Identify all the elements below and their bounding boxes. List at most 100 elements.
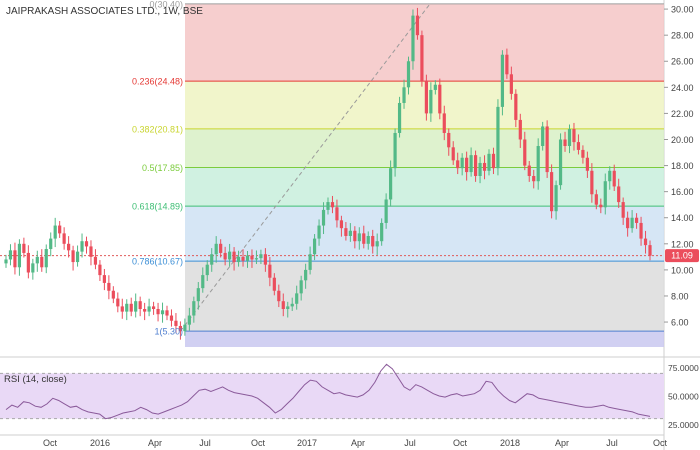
- candle-body: [335, 207, 339, 221]
- price-tick-label: 10.00: [671, 265, 694, 275]
- candle-body: [254, 258, 259, 260]
- candle-body: [196, 288, 200, 302]
- candle-body: [165, 310, 169, 316]
- candle-body: [420, 35, 424, 81]
- fib-band: [185, 261, 664, 332]
- candle-body: [214, 243, 218, 255]
- candle-body: [465, 157, 469, 173]
- candle-body: [648, 245, 652, 256]
- candle-body: [590, 170, 594, 195]
- candle-body: [89, 246, 93, 257]
- candle-body: [330, 202, 335, 208]
- candle-body: [4, 259, 8, 264]
- fib-trend-line[interactable]: [180, 3, 431, 332]
- price-tick-label: 6.00: [671, 318, 689, 328]
- candle-body: [505, 54, 509, 75]
- candle-body: [541, 126, 545, 147]
- candle-body: [107, 282, 111, 291]
- price-tick-label: 22.00: [671, 109, 694, 119]
- price-tick-label: 14.00: [671, 213, 694, 223]
- fib-level-label: 0.382(20.81): [132, 124, 183, 134]
- time-tick-label: Jul: [404, 438, 416, 448]
- time-tick-label: 2018: [500, 438, 520, 448]
- candle-body: [429, 89, 433, 114]
- candle-body: [509, 74, 513, 94]
- candle-body: [626, 217, 630, 229]
- rsi-label: RSI (14, close): [4, 374, 67, 385]
- candle-body: [491, 153, 496, 169]
- candle-body: [201, 275, 205, 289]
- candle-body: [514, 93, 518, 120]
- candle-body: [22, 243, 26, 253]
- fib-labels: 0(30.40) 0.236(24.48) 0.382(20.81) 0.5(17.8…: [132, 0, 183, 337]
- candle-body: [344, 228, 348, 236]
- candle-body: [111, 290, 115, 299]
- candle-body: [17, 243, 22, 268]
- candle-body: [80, 241, 84, 252]
- candle-body: [406, 61, 411, 88]
- candle-body: [259, 254, 263, 259]
- candle-body: [612, 170, 616, 187]
- candle-body: [312, 238, 317, 255]
- candle-body: [263, 254, 267, 265]
- candle-body: [219, 243, 223, 253]
- candle-body: [187, 315, 191, 325]
- price-tick-label: 16.00: [671, 187, 694, 197]
- fib-band: [185, 128, 664, 168]
- candle-body: [62, 233, 66, 244]
- time-tick-label: 2017: [297, 438, 317, 448]
- candle-body: [536, 146, 540, 182]
- rsi-tick-label: 75.0000: [668, 363, 699, 373]
- candle-body: [550, 172, 554, 212]
- price-tick-label: 28.00: [671, 31, 694, 41]
- candle-body: [482, 162, 487, 171]
- candle-body: [241, 256, 245, 261]
- trend-line-segment[interactable]: [180, 3, 431, 332]
- candle-body: [84, 241, 89, 247]
- candle-body: [447, 132, 451, 148]
- candle-body: [469, 155, 473, 173]
- candle-body: [576, 142, 581, 150]
- rsi-tick-label: 50.0000: [668, 392, 699, 402]
- fib-level-label: 0.618(14.89): [132, 202, 183, 212]
- candle-body: [643, 238, 648, 246]
- candle-body: [371, 235, 375, 247]
- candle-body: [308, 254, 312, 270]
- candle-body: [473, 155, 478, 177]
- candle-body: [268, 264, 272, 278]
- time-tick-label: Oct: [653, 438, 668, 448]
- price-tick-label: 26.00: [671, 57, 694, 67]
- candle-body: [71, 250, 75, 263]
- candle-body: [527, 165, 531, 177]
- candle-body: [67, 243, 71, 251]
- candle-body: [250, 255, 254, 260]
- candle-body: [545, 126, 549, 173]
- candle-body: [151, 306, 156, 310]
- rsi-line: [5, 363, 651, 420]
- candle-body: [75, 251, 80, 263]
- time-tick-label: 2016: [90, 438, 110, 448]
- candle-body: [402, 87, 406, 103]
- candle-body: [380, 222, 384, 242]
- time-tick-label: Apr: [351, 438, 365, 448]
- candle-body: [384, 199, 388, 223]
- candle-body: [317, 225, 321, 239]
- candle-body: [228, 251, 232, 260]
- candle-body: [608, 170, 612, 182]
- fib-band: [185, 331, 664, 347]
- candle-body: [438, 84, 442, 114]
- candle-body: [634, 217, 639, 223]
- candle-body: [134, 301, 138, 312]
- candle-body: [223, 252, 227, 260]
- fib-level-label: 0.786(10.67): [132, 257, 183, 267]
- candle-body: [232, 251, 236, 263]
- candle-body: [326, 202, 330, 210]
- candle-body: [281, 301, 285, 310]
- candle-body: [621, 202, 625, 218]
- candle-body: [277, 290, 281, 302]
- candle-body: [192, 301, 196, 316]
- candle-body: [183, 324, 187, 332]
- candle-body: [518, 119, 522, 140]
- fib-lines: [185, 3, 664, 332]
